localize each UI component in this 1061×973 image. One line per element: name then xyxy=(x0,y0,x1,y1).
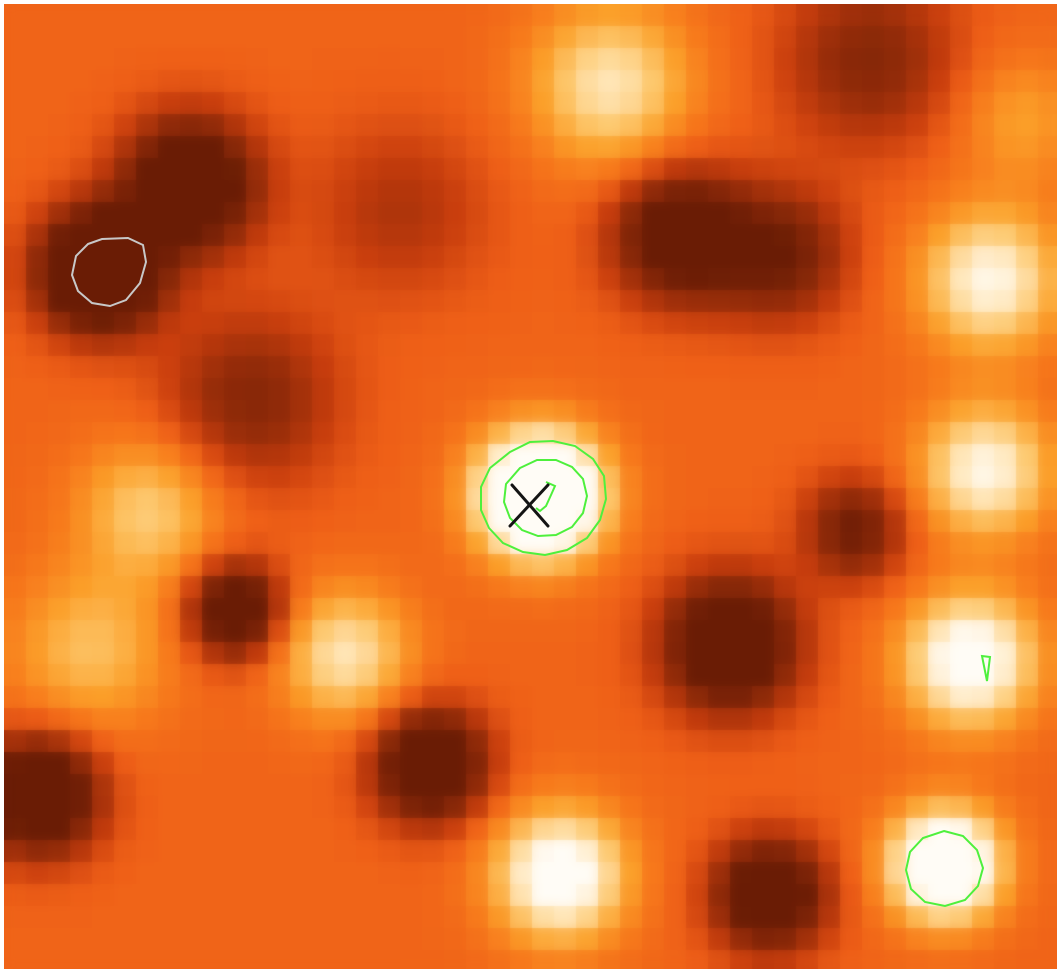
green-contour-inner xyxy=(502,459,589,538)
green-contour-outer xyxy=(480,439,608,557)
green-contour-core xyxy=(535,481,557,513)
green-contour-small xyxy=(980,654,992,682)
green-contour-lower-right xyxy=(904,829,985,908)
cross-marker-icon xyxy=(508,483,550,528)
intensity-heatmap xyxy=(4,4,1057,969)
gray-contour xyxy=(70,236,148,308)
